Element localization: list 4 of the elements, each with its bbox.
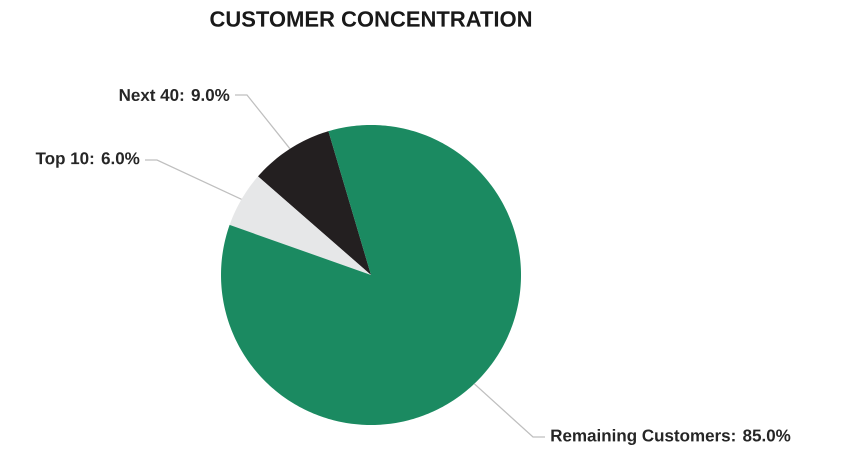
slice-label: Remaining Customers: 85.0% <box>551 429 790 445</box>
slice-label: Next 40: 9.0% <box>120 88 230 102</box>
slice-label: Top 10: 6.0% <box>36 152 140 168</box>
chart-title: CUSTOMER CONCENTRATION <box>210 11 532 27</box>
